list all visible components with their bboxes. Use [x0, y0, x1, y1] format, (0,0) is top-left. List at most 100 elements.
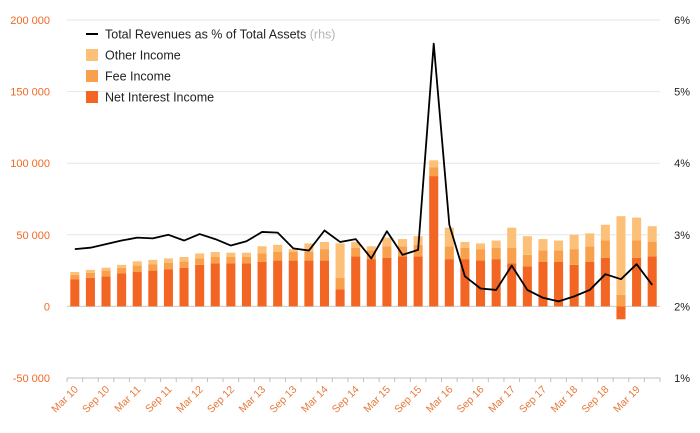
net-interest-income-bar — [647, 256, 657, 307]
fee-income-bar — [148, 264, 158, 271]
net-interest-income-bar — [179, 267, 189, 307]
fee-income-bar — [163, 262, 173, 270]
ratio-line-path — [74, 42, 653, 303]
net-interest-income-bar — [85, 277, 95, 307]
net-interest-income-bar — [70, 279, 80, 307]
fee-income-bar — [632, 240, 642, 258]
net-interest-income-bar — [319, 260, 330, 307]
left-y-tick-label: 150 000 — [10, 87, 50, 99]
x-tick-label: Mar 18 — [549, 384, 581, 416]
other-income-bar — [163, 258, 173, 263]
right-y-tick-label: 2% — [674, 301, 690, 313]
x-tick-label: Sep 13 — [267, 384, 299, 416]
other-income-bar — [538, 239, 548, 251]
other-income-bar — [195, 253, 205, 259]
fee-income-bar — [397, 246, 408, 257]
other-income-bar — [460, 241, 470, 248]
net-interest-income-bar — [491, 259, 501, 307]
net-interest-income-bar — [600, 257, 610, 307]
fee-income-bar — [117, 267, 127, 274]
legend-label: Other Income — [105, 49, 181, 63]
x-tick-label: Mar 10 — [49, 384, 81, 416]
net-interest-income-bar — [241, 263, 251, 307]
legend-label: Fee Income — [105, 70, 171, 84]
legend: Total Revenues as % of Total Assets (rhs… — [86, 28, 335, 105]
fee-income-bar — [600, 240, 610, 258]
other-income-bar — [632, 217, 642, 241]
net-interest-income-bar — [366, 259, 376, 307]
other-income-bar — [132, 261, 142, 266]
fee-income-bar — [241, 256, 251, 264]
left-y-tick-label: 100 000 — [10, 158, 50, 170]
x-tick-label: Mar 13 — [237, 384, 269, 416]
other-income-bar — [600, 224, 610, 241]
other-income-bar — [257, 246, 267, 254]
x-tick-label: Mar 16 — [424, 384, 456, 416]
left-y-axis-ticks: -50 000 0 50 000 100 000 150 000 200 000 — [10, 15, 50, 385]
other-income-bar — [273, 244, 283, 252]
legend-label: Net Interest Income — [105, 91, 214, 105]
net-interest-income-bar — [507, 263, 517, 307]
other-income-bar — [288, 249, 298, 252]
x-tick-label: Mar 19 — [611, 384, 643, 416]
right-y-tick-label: 3% — [674, 230, 690, 242]
net-interest-income-bar — [429, 176, 439, 307]
fee-income-bar — [616, 294, 626, 307]
net-interest-income-bar — [569, 264, 579, 307]
fee-income-bar — [585, 246, 595, 263]
left-y-tick-label: 200 000 — [10, 15, 50, 27]
net-interest-income-bar — [273, 260, 283, 307]
right-y-axis-ticks: 1% 2% 3% 4% 5% 6% — [674, 15, 690, 385]
left-y-tick-label: -50 000 — [13, 373, 50, 385]
net-interest-income-bar — [632, 257, 642, 307]
x-tick-label: Sep 12 — [205, 384, 237, 416]
x-tick-label: Sep 11 — [143, 384, 175, 416]
net-interest-income-bar — [522, 266, 532, 307]
x-tick-label: Sep 14 — [330, 384, 362, 416]
net-interest-income-bar — [132, 272, 142, 307]
other-income-bar — [444, 227, 454, 247]
right-y-tick-label: 1% — [674, 373, 690, 385]
fee-income-bar — [491, 247, 501, 260]
fee-income-bar — [382, 246, 392, 258]
fee-income-bar — [522, 254, 532, 267]
x-tick-label: Mar 11 — [112, 384, 143, 415]
other-income-bar — [429, 160, 439, 168]
legend-swatch — [86, 49, 98, 61]
net-interest-income-bar — [382, 257, 392, 307]
other-income-bar — [507, 227, 517, 248]
left-y-tick-label: 50 000 — [16, 230, 50, 242]
net-interest-income-bar — [304, 260, 314, 307]
net-interest-income-bar — [444, 259, 454, 307]
x-tick-label: Sep 15 — [392, 384, 424, 416]
other-income-bar — [351, 241, 361, 248]
fee-income-bar — [179, 261, 189, 268]
other-income-bar — [85, 269, 95, 273]
legend-label: Total Revenues as % of Total Assets (rhs… — [105, 28, 335, 42]
fee-income-bar — [444, 246, 454, 260]
net-interest-income-bar — [335, 289, 345, 307]
net-interest-income-bar — [616, 306, 626, 320]
net-interest-income-bar — [195, 264, 205, 307]
fee-income-bar — [476, 249, 486, 261]
right-y-tick-label: 4% — [674, 158, 690, 170]
net-interest-income-bar — [476, 260, 486, 307]
x-tick-label: Sep 16 — [455, 384, 487, 416]
fee-income-bar — [257, 253, 267, 263]
fee-income-bar — [288, 251, 298, 261]
x-tick-label: Mar 14 — [299, 384, 331, 416]
net-interest-income-bar — [397, 256, 408, 307]
legend-swatch — [86, 70, 98, 82]
other-income-bar — [70, 272, 80, 275]
fee-income-bar — [210, 256, 220, 264]
other-income-bar — [569, 234, 579, 250]
other-income-bar — [522, 236, 532, 255]
net-interest-income-bar — [460, 259, 470, 307]
x-tick-label: Sep 17 — [517, 384, 549, 416]
fee-income-bar — [569, 249, 579, 265]
other-income-bar — [397, 239, 408, 247]
fee-income-bar — [507, 247, 517, 264]
x-tick-label: Mar 17 — [486, 384, 518, 416]
net-interest-income-bar — [257, 262, 267, 307]
